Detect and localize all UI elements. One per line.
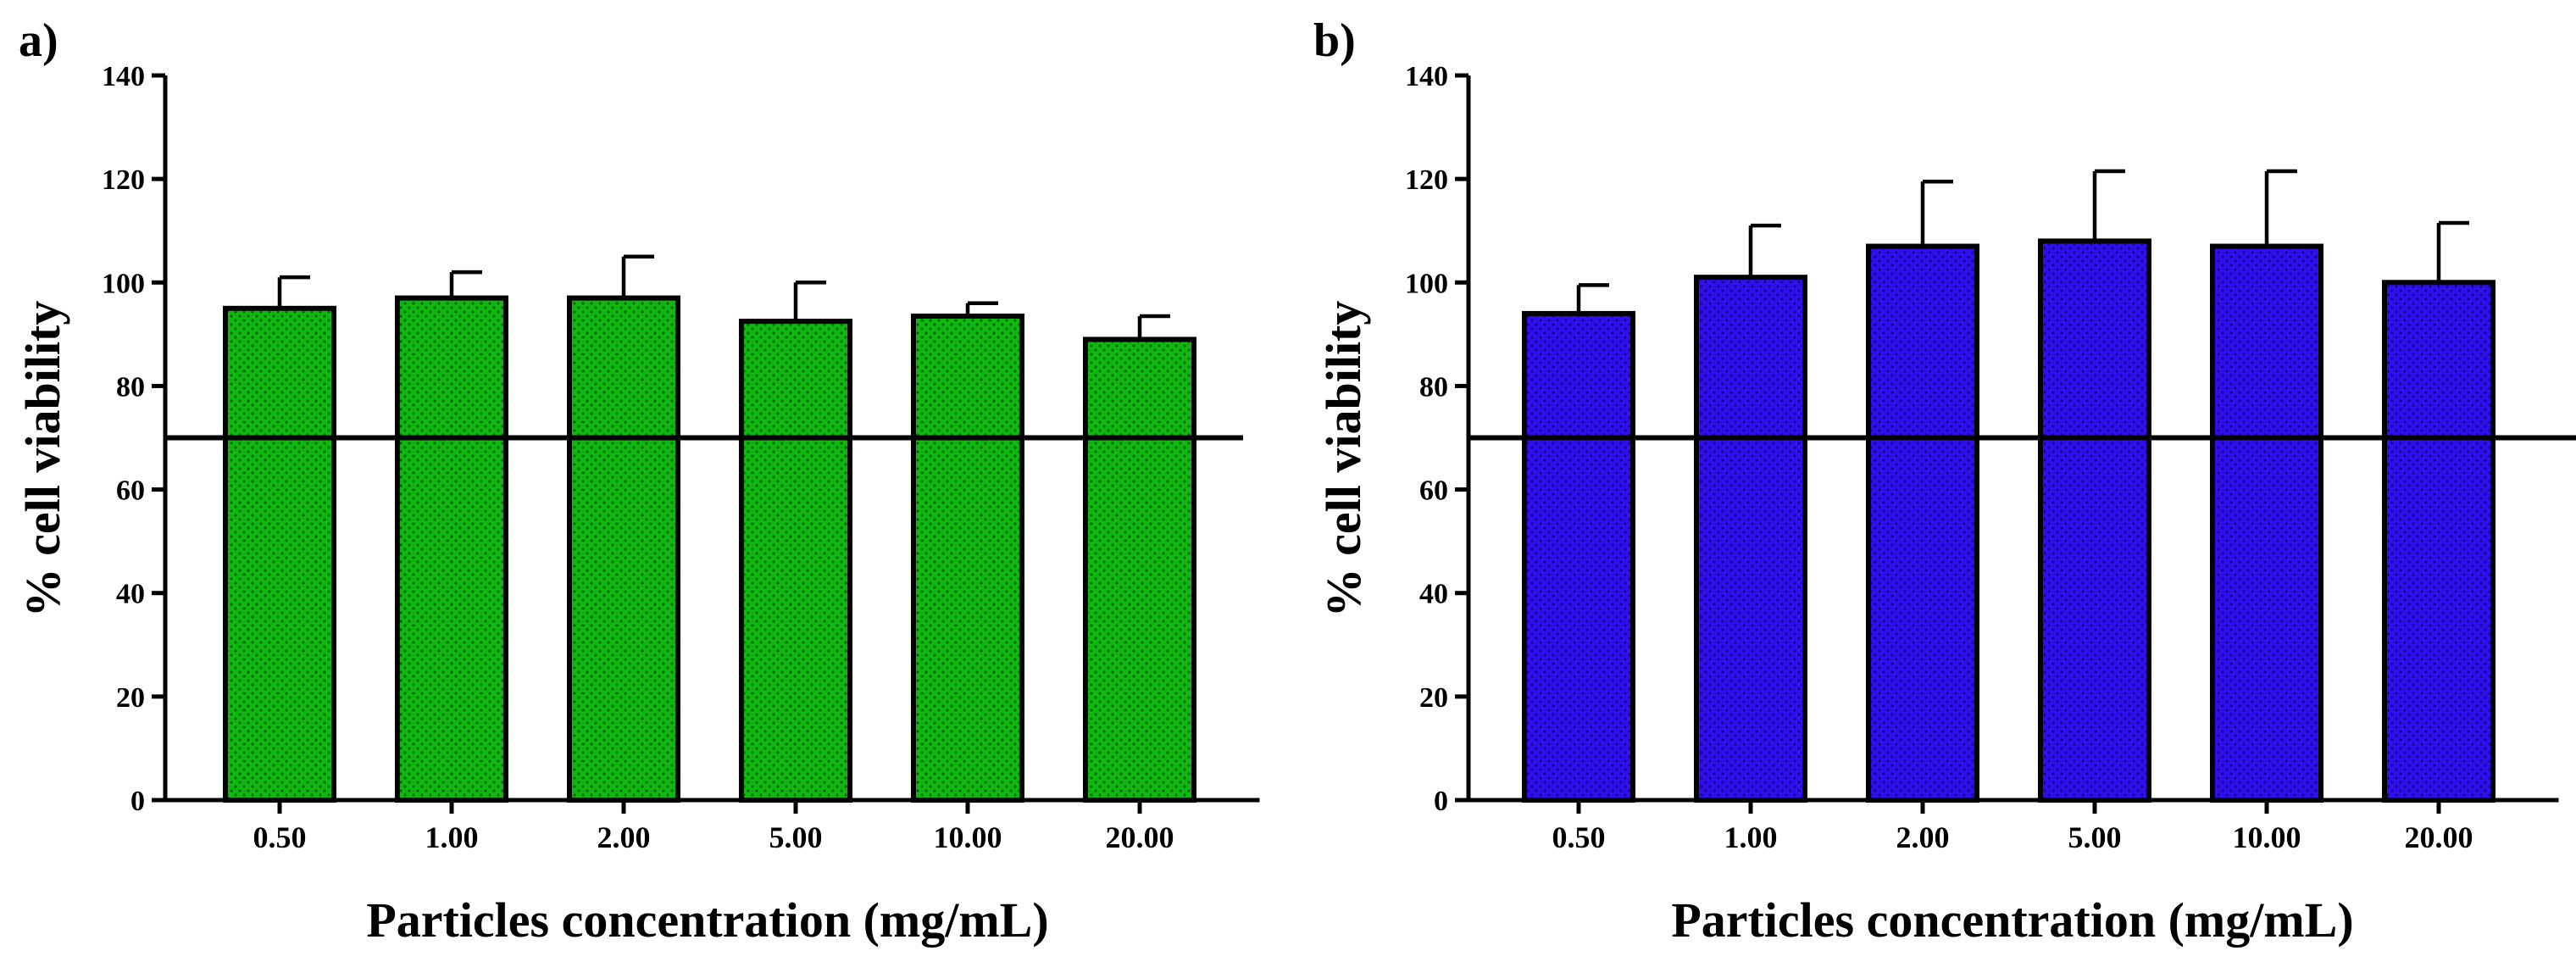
x-tick-label: 1.00 — [425, 820, 479, 854]
y-axis-title: % cell viability — [15, 301, 70, 618]
y-tick-label: 60 — [1419, 475, 1448, 507]
bar-texture — [1871, 248, 1974, 798]
y-tick-label: 140 — [102, 61, 145, 92]
x-axis-title: Particles concentration (mg/mL) — [1671, 892, 2353, 948]
bar-texture — [228, 310, 331, 798]
y-tick-label: 80 — [116, 371, 145, 403]
x-tick-label: 10.00 — [934, 820, 1002, 854]
y-tick-label: 120 — [102, 164, 145, 196]
y-tick-label: 20 — [116, 682, 145, 714]
panel-label: a) — [19, 14, 58, 67]
bar-texture — [2387, 285, 2490, 798]
y-tick-label: 0 — [1434, 786, 1448, 817]
chart-panel-b: b) 0 20 40 60 80 100 120 140 0.50 1.00 2.00 5.00 10.0… — [1313, 14, 2576, 948]
bar-texture — [2215, 248, 2318, 798]
y-tick-label: 80 — [1419, 371, 1448, 403]
bar-texture — [916, 318, 1019, 798]
x-tick-label: 20.00 — [2405, 820, 2473, 854]
x-tick-label: 20.00 — [1106, 820, 1174, 854]
y-tick-label: 20 — [1419, 682, 1448, 714]
y-tick-label: 140 — [1405, 61, 1448, 92]
y-tick-label: 100 — [102, 268, 145, 299]
y-tick-label: 120 — [1405, 164, 1448, 196]
y-tick-label: 40 — [116, 579, 145, 610]
x-tick-label: 10.00 — [2233, 820, 2301, 854]
x-tick-label: 0.50 — [253, 820, 307, 854]
x-tick-label: 0.50 — [1552, 820, 1606, 854]
chart-panel-a: a) 0 20 40 60 80 100 120 140 0.50 1.00 2.00 5.00 10.0… — [15, 14, 1260, 948]
y-tick-label: 100 — [1405, 268, 1448, 299]
bar-texture — [1088, 342, 1191, 798]
x-axis-title: Particles concentration (mg/mL) — [366, 892, 1048, 948]
bar-texture — [1527, 315, 1630, 798]
bar-texture — [2043, 243, 2146, 798]
y-tick-label: 0 — [130, 786, 145, 817]
x-tick-label: 2.00 — [1896, 820, 1950, 854]
bar-texture — [400, 300, 503, 798]
bar-texture — [572, 300, 675, 798]
panel-label: b) — [1313, 14, 1356, 67]
bar-texture — [744, 324, 847, 798]
y-tick-label: 60 — [116, 475, 145, 507]
y-axis-title: % cell viability — [1316, 301, 1371, 618]
y-tick-label: 40 — [1419, 579, 1448, 610]
x-tick-label: 5.00 — [769, 820, 823, 854]
x-tick-label: 2.00 — [597, 820, 651, 854]
x-tick-label: 1.00 — [1724, 820, 1778, 854]
x-tick-label: 5.00 — [2068, 820, 2122, 854]
bar-texture — [1699, 280, 1802, 798]
